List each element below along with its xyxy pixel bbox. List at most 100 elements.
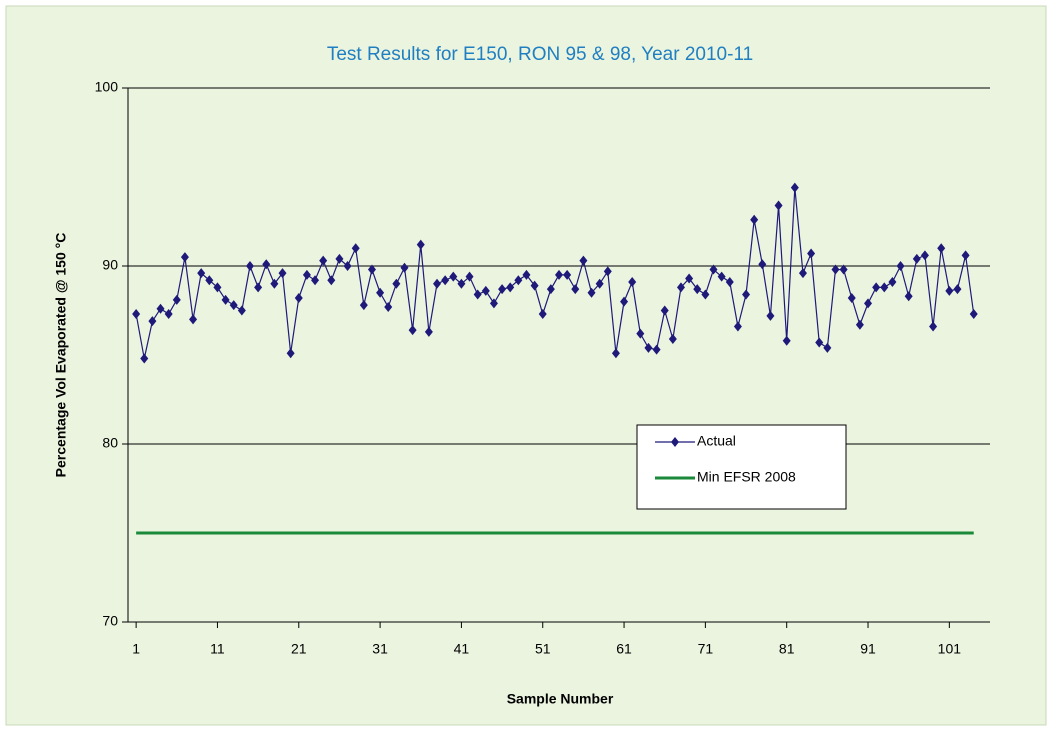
data-point [872,282,881,293]
data-point [172,294,181,305]
data-point [229,300,238,311]
data-point [774,200,783,211]
data-point [636,328,645,339]
data-point [205,275,214,286]
y-tick-label: 90 [102,257,118,273]
data-point [311,275,320,286]
data-point [750,214,759,225]
data-point [408,325,417,336]
data-point [327,275,336,286]
x-tick-label: 71 [698,641,714,657]
data-point [286,348,295,359]
data-point [343,261,352,271]
data-point [733,321,742,332]
data-point [189,314,198,325]
data-point [441,275,450,286]
data-point [742,289,751,300]
data-point [465,271,474,282]
data-point [904,291,913,302]
x-tick-label: 31 [372,641,388,657]
data-point [148,316,157,327]
data-point [132,309,141,320]
data-point [270,278,279,289]
x-tick-label: 51 [535,641,551,657]
data-point [555,269,563,280]
data-point [839,264,848,275]
legend-box [636,424,847,510]
x-tick-label: 101 [938,641,962,657]
data-point [652,344,661,355]
data-point [847,293,856,304]
data-point [546,284,555,295]
data-point [807,248,816,259]
data-point [376,287,385,298]
data-point [937,243,946,254]
data-point [701,289,710,300]
data-point [213,282,222,293]
data-point [766,310,775,321]
data-point [864,298,873,309]
data-point [595,278,604,289]
data-point [896,261,905,271]
data-point [335,253,344,264]
x-tick-label: 81 [779,641,795,657]
data-point [197,268,206,279]
data-point [953,284,962,295]
data-point [855,319,864,330]
x-axis-title: Sample Number [507,691,614,707]
x-tick-label: 21 [291,641,307,657]
data-point [245,261,254,271]
x-tick-label: 41 [454,641,470,657]
y-axis-title: Percentage Vol Evaporated @ 150 °C [53,233,69,478]
x-tick-label: 11 [210,641,225,657]
data-point [522,269,531,280]
data-point [831,264,840,275]
data-point [563,269,572,280]
data-point [254,282,263,293]
data-point [660,305,669,316]
data-point [433,278,442,289]
data-point [579,255,588,266]
chart-title: Test Results for E150, RON 95 & 98, Year… [327,44,753,65]
data-point [367,264,376,275]
data-point [782,335,791,346]
data-point [392,278,401,289]
data-point [912,253,921,264]
data-point [929,321,938,332]
data-point [628,277,637,288]
data-point [815,337,824,348]
data-point [449,271,458,282]
data-point [798,268,807,279]
data-point [278,268,287,279]
data-point [359,300,368,311]
data-point [498,284,507,295]
data-point [156,303,165,314]
data-point [961,250,970,261]
data-point [571,284,580,295]
data-point [424,326,433,337]
data-point [758,259,767,270]
x-tick-label: 91 [860,641,876,657]
data-point [880,282,889,293]
data-point [587,287,596,298]
data-point [319,255,328,266]
data-point [140,353,149,364]
data-point [538,309,547,320]
y-tick-label: 70 [102,613,118,629]
data-point [457,278,466,289]
data-point [180,252,189,263]
data-point [514,275,523,286]
data-point [676,282,685,293]
data-point [668,333,677,344]
data-point [611,348,620,359]
data-point [644,342,653,353]
data-point [481,285,490,296]
legend-label: Min EFSR 2008 [697,469,796,485]
data-point [237,305,246,316]
data-point [717,271,726,282]
data-point [351,243,360,254]
data-point [693,284,702,295]
data-point [920,250,929,261]
legend-marker [671,437,679,447]
